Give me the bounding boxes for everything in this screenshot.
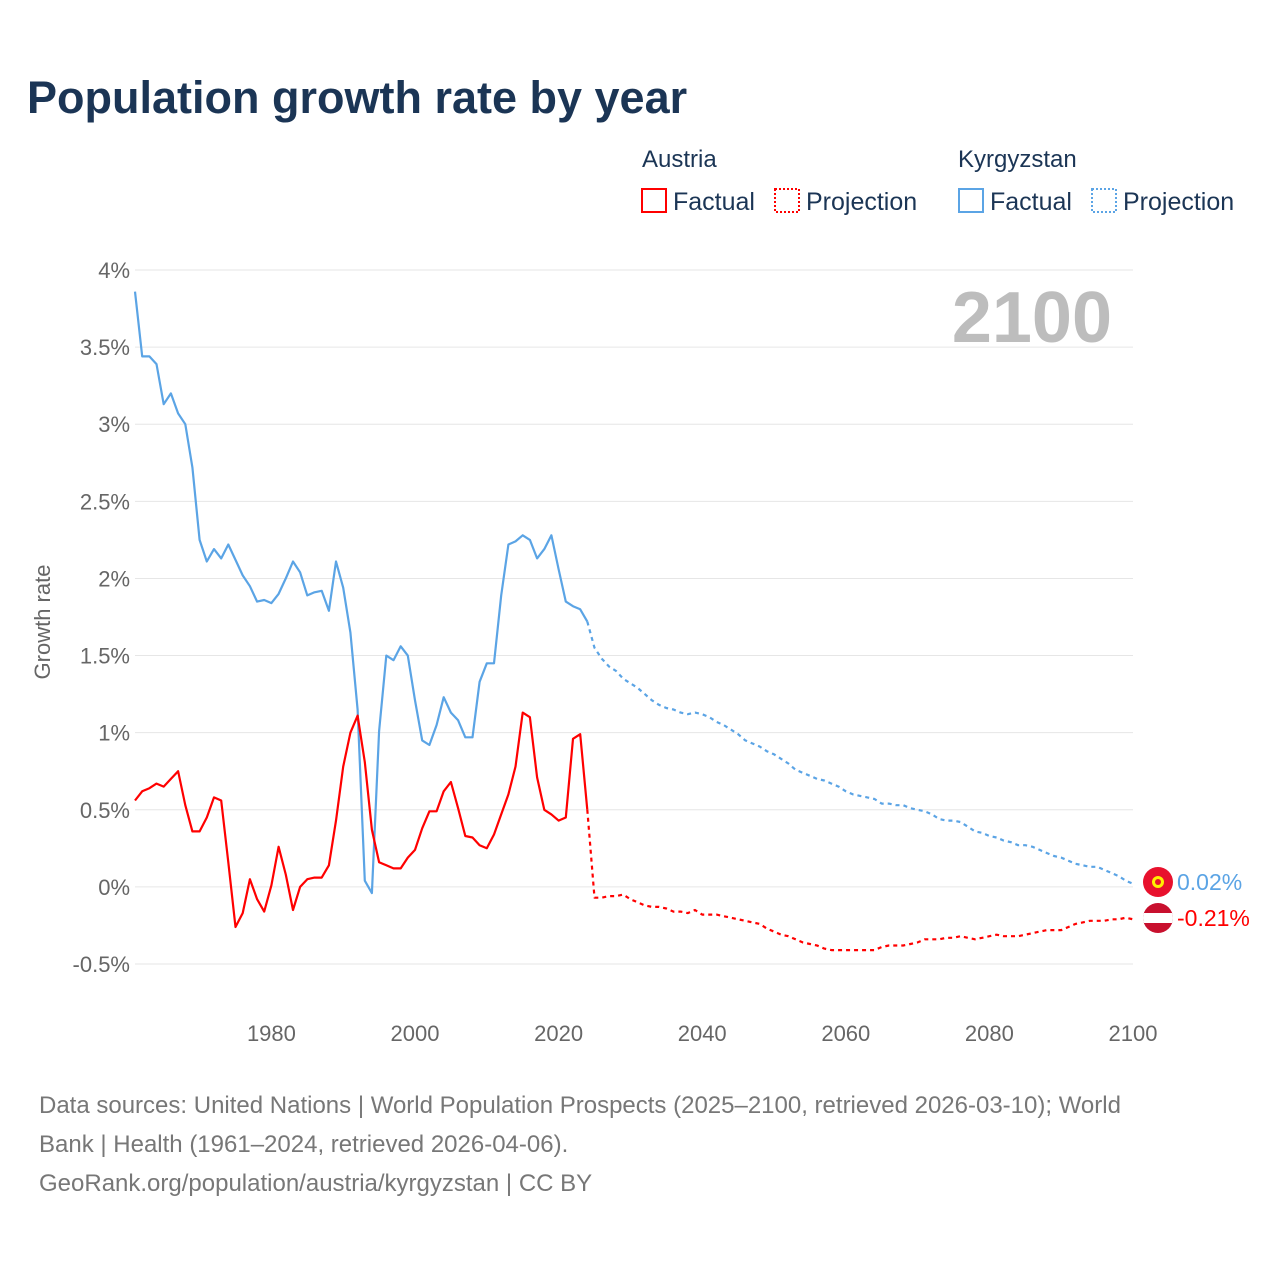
y-tick-label: 4%: [98, 258, 130, 283]
y-axis-ticks: -0.5% 0% 0.5% 1% 1.5% 2% 2.5% 3% 3.5% 4%: [73, 258, 130, 977]
source-line-2: Bank | Health (1961–2024, retrieved 2026…: [39, 1131, 568, 1158]
series-lines: [133, 291, 1134, 952]
y-tick-label: 0%: [98, 875, 130, 900]
gridlines: [135, 269, 1133, 965]
y-tick-label: -0.5%: [73, 952, 130, 977]
series-line-austria-factual: [134, 711, 589, 929]
legend-group-kyrgyzstan: Kyrgyzstan: [958, 146, 1077, 173]
x-tick-label: 2040: [678, 1021, 727, 1046]
x-tick-label: 2000: [391, 1021, 440, 1046]
y-axis-label: Growth rate: [30, 565, 55, 680]
y-tick-label: 2.5%: [80, 489, 130, 514]
x-tick-label: 2100: [1109, 1021, 1158, 1046]
y-tick-label: 2%: [98, 566, 130, 591]
x-tick-label: 1980: [247, 1021, 296, 1046]
source-link[interactable]: GeoRank.org/population/austria/kyrgyzsta…: [39, 1170, 592, 1197]
legend-swatch-austria-factual[interactable]: [641, 188, 667, 213]
y-tick-label: 1%: [98, 721, 130, 746]
series-line-kyrgyzstan-factual: [133, 291, 589, 895]
year-badge: 2100: [952, 278, 1112, 358]
x-tick-label: 2080: [965, 1021, 1014, 1046]
x-axis-ticks: 1980 2000 2020 2040 2060 2080 2100: [247, 1021, 1158, 1046]
x-tick-label: 2020: [534, 1021, 583, 1046]
legend-label-austria-projection[interactable]: Projection: [806, 188, 917, 216]
y-tick-label: 1.5%: [80, 644, 130, 669]
end-label-kyrgyzstan: 0.02%: [1177, 869, 1242, 895]
legend-label-kyrgyzstan-factual[interactable]: Factual: [990, 188, 1072, 216]
end-label-austria: -0.21%: [1177, 905, 1250, 931]
source-notes: Data sources: United Nations | World Pop…: [39, 1092, 1121, 1197]
legend-swatch-kyrgyzstan-factual[interactable]: [958, 188, 984, 213]
kyrgyzstan-flag-icon: [1143, 867, 1173, 897]
legend-label-kyrgyzstan-projection[interactable]: Projection: [1123, 188, 1234, 216]
legend-group-austria: Austria: [642, 146, 717, 173]
legend-swatch-kyrgyzstan-projection[interactable]: [1091, 188, 1117, 213]
chart-title: Population growth rate by year: [27, 72, 687, 123]
y-tick-label: 0.5%: [80, 798, 130, 823]
legend-label-austria-factual[interactable]: Factual: [673, 188, 755, 216]
x-tick-label: 2060: [821, 1021, 870, 1046]
austria-flag-icon: [1143, 903, 1173, 933]
y-tick-label: 3%: [98, 412, 130, 437]
series-line-kyrgyzstan-projection: [586, 621, 1134, 885]
y-tick-label: 3.5%: [80, 335, 130, 360]
legend: Austria Factual Projection Kyrgyzstan Fa…: [641, 146, 1234, 216]
legend-swatch-austria-projection[interactable]: [774, 188, 800, 213]
source-line-1: Data sources: United Nations | World Pop…: [39, 1092, 1121, 1119]
series-line-austria-projection: [586, 809, 1134, 952]
